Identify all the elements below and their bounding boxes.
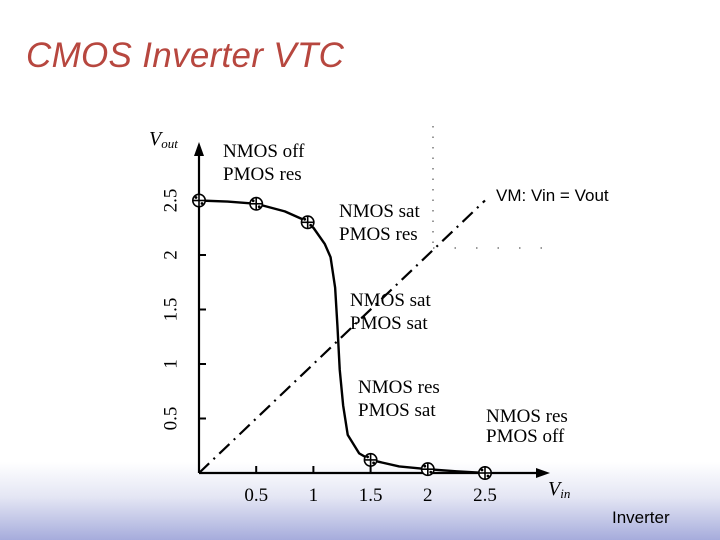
region-label-5a: NMOS res [486,406,568,427]
region-label-1a: NMOS off [223,141,305,162]
y-tick-label: 1.5 [161,298,182,322]
markers [192,193,492,480]
region-label-3a: NMOS sat [350,290,431,311]
y-axis-title: Vout [149,128,178,151]
footer-label: Inverter [612,508,670,527]
region-label-2b: PMOS res [339,224,418,245]
x-tick-label: 1 [309,485,319,506]
vm-label: VM: Vin = Vout [496,186,609,205]
curve-marker [477,465,492,480]
region-label-3b: PMOS sat [350,313,428,334]
x-axis-arrow [536,468,550,478]
vm-reference-line [198,199,486,474]
region-label-2a: NMOS sat [339,201,420,222]
x-tick-label: 2 [423,485,433,506]
x-axis-title: Vin [548,478,570,501]
x-tick-label: 1.5 [359,485,383,506]
x-tick-label: 2.5 [473,485,497,506]
footer-band [0,462,720,540]
y-tick-label: 2.5 [161,189,182,213]
ticks: 0.5 1 1.5 2 2.5 0.5 1 1.5 2 2.5 [161,189,497,506]
y-tick-label: 0.5 [161,407,182,431]
series [198,199,486,475]
curve-marker [192,193,207,208]
curve-marker [249,196,264,211]
x-tick-label: 0.5 [244,485,268,506]
curve-marker [420,462,435,477]
slide-title: CMOS Inverter VTC [26,36,345,75]
vtc-curve [198,199,486,475]
region-label-4a: NMOS res [358,377,440,398]
y-axis-arrow [194,142,204,156]
curve-marker [363,452,378,467]
y-tick-label: 1 [161,359,182,369]
y-tick-label: 2 [161,250,182,260]
region-label-4b: PMOS sat [358,400,436,421]
curve-marker [300,215,315,230]
region-label-1b: PMOS res [223,164,302,185]
region-label-5b: PMOS off [486,426,565,447]
